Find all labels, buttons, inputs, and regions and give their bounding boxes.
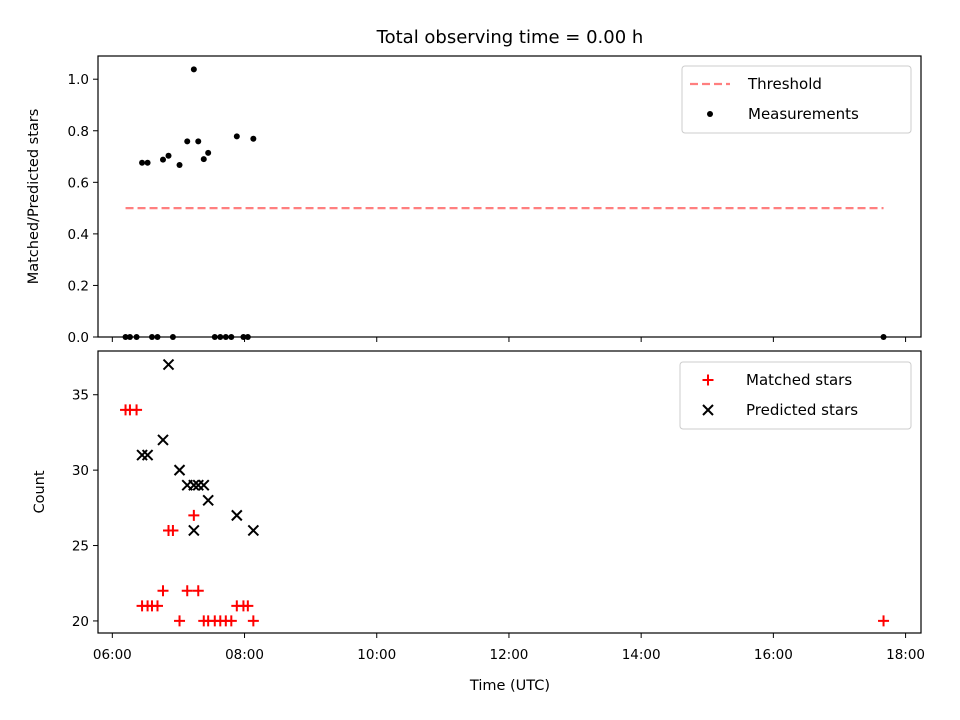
y-tick-label: 0.4	[68, 227, 89, 243]
y-tick-label: 35	[72, 388, 89, 404]
matched-point	[174, 615, 186, 627]
legend-label: Predicted stars	[746, 401, 858, 419]
series-predicted-stars	[136, 358, 260, 537]
measurement-point	[184, 138, 191, 145]
measurement-point	[139, 159, 146, 166]
ratio-panel: 0.0 0.2 0.4 0.6 0.8 1.0 Matched/Predicted star…	[26, 55, 922, 346]
series-matched-stars	[120, 404, 890, 627]
matched-point	[188, 509, 200, 521]
measurement-point	[195, 138, 202, 145]
legend-swatch-measurements	[707, 111, 713, 117]
matched-point	[878, 615, 890, 627]
y-tick-label: 0.0	[68, 330, 89, 346]
y-tick-label: 0.6	[68, 175, 89, 191]
y-tick-label: 30	[72, 463, 89, 479]
predicted-point	[198, 479, 210, 491]
predicted-point	[162, 358, 175, 371]
predicted-point	[141, 449, 154, 461]
matched-point	[167, 524, 179, 536]
legend-box	[681, 65, 912, 134]
legend-swatch-predicted	[702, 404, 714, 416]
y-axis-label: Matched/Predicted stars	[26, 109, 42, 285]
legend-label: Measurements	[748, 105, 859, 123]
matched-point	[131, 404, 143, 416]
predicted-point	[188, 479, 200, 491]
measurement-point	[144, 159, 151, 166]
y-tick-label: 1.0	[68, 72, 89, 88]
count-panel: 06:00 08:00 10:00 12:00 14:00 16:00 18:00 20 25 3…	[32, 350, 925, 663]
x-tick-label: 18:00	[886, 647, 925, 663]
measurement-point	[205, 149, 212, 156]
predicted-point	[202, 494, 214, 507]
x-tick-label: 06:00	[93, 647, 132, 663]
measurement-point	[160, 156, 167, 163]
measurement-point	[250, 135, 257, 142]
measurement-point	[165, 152, 172, 159]
matched-point	[151, 600, 163, 612]
legend-label: Matched stars	[746, 371, 852, 389]
legend: Threshold Measurements	[681, 65, 912, 134]
x-tick-label: 10:00	[357, 647, 396, 663]
plot-frame	[97, 350, 922, 634]
legend: Matched stars Predicted stars	[679, 361, 912, 430]
x-tick-label: 08:00	[225, 647, 264, 663]
matched-point	[242, 600, 254, 612]
x-tick-label: 16:00	[754, 647, 793, 663]
y-axis-label: Count	[32, 470, 48, 513]
measurement-point	[200, 156, 207, 163]
chart-title: Total observing time = 0.00 h	[376, 27, 644, 48]
matched-point	[247, 615, 259, 627]
matched-point	[225, 615, 237, 627]
x-tick-label: 12:00	[489, 647, 528, 663]
y-tick-label: 25	[72, 539, 89, 555]
measurement-point	[176, 162, 183, 169]
x-axis-label: Time (UTC)	[469, 678, 550, 694]
measurement-point	[233, 133, 240, 140]
predicted-point	[173, 464, 186, 476]
measurement-point	[190, 66, 197, 73]
legend-box	[679, 361, 912, 430]
predicted-point	[247, 524, 260, 537]
matched-point	[181, 585, 193, 597]
legend-swatch-matched	[702, 374, 714, 386]
predicted-point	[231, 509, 243, 522]
y-tick-label: 0.2	[68, 278, 89, 294]
matched-point	[157, 585, 169, 597]
predicted-point	[157, 434, 169, 446]
legend-label: Threshold	[747, 75, 822, 93]
x-tick-label: 14:00	[622, 647, 661, 663]
predicted-point	[188, 524, 200, 537]
y-tick-label: 0.8	[68, 124, 89, 140]
plot-frame	[97, 55, 922, 338]
matched-point	[192, 585, 204, 597]
y-tick-label: 20	[72, 614, 89, 630]
